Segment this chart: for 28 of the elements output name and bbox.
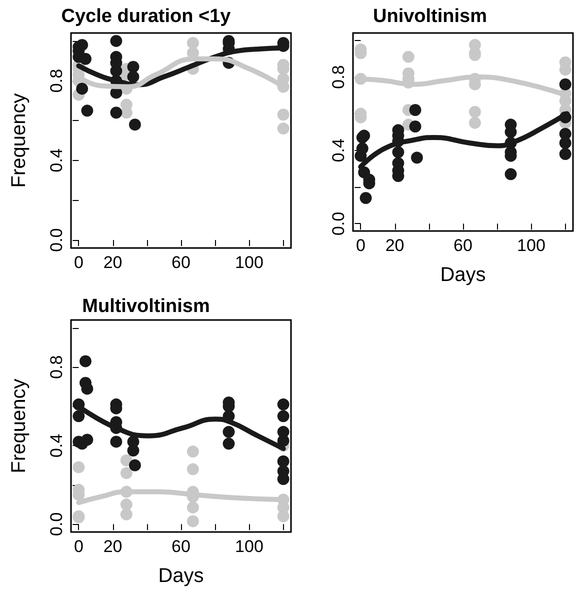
chart-title: Univoltinism <box>372 6 488 27</box>
y-tick-label: 0.0 <box>47 512 66 536</box>
y-tick-label: 0.4 <box>47 148 66 172</box>
x-tick-label: 60 <box>454 236 472 255</box>
x-tick-label: 100 <box>235 253 264 272</box>
y-tick-label: 0.8 <box>47 355 66 379</box>
y-tick-label: 0.0 <box>329 212 348 236</box>
x-tick-label: 20 <box>385 236 404 255</box>
x-tick-label: 20 <box>103 253 122 272</box>
chart-title: Multivoltinism <box>82 296 210 317</box>
y-axis-title: Frequency <box>8 378 30 474</box>
y-tick-label: 0.0 <box>47 228 66 252</box>
x-tick-label: 0 <box>74 253 84 272</box>
x-axis-title: Days <box>158 565 204 587</box>
x-tick-label: 60 <box>172 537 190 556</box>
y-axis-title: Frequency <box>8 93 30 188</box>
x-axis-title: Days <box>440 264 486 286</box>
x-tick-label: 0 <box>356 236 366 255</box>
y-tick-label: 0.8 <box>47 68 66 93</box>
y-tick-label: 0.4 <box>329 138 348 162</box>
y-tick-label: 0.8 <box>329 65 348 89</box>
x-tick-label: 100 <box>517 236 546 255</box>
x-tick-label: 20 <box>103 537 122 556</box>
x-tick-label: 0 <box>74 537 84 556</box>
x-tick-label: 60 <box>172 253 190 272</box>
x-tick-label: 100 <box>235 537 264 556</box>
y-tick-label: 0.4 <box>47 434 66 458</box>
chart-title: Cycle duration <1y <box>61 6 232 27</box>
